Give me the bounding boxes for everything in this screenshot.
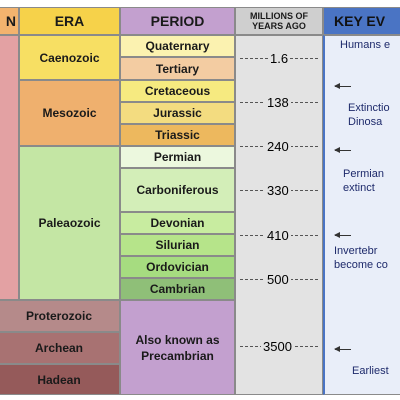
event-invertebrates-label: Invertebr become co [334,245,388,271]
period-tertiary: Tertiary [120,57,235,80]
mya-label: 410 [265,228,291,243]
mya-label: 240 [265,139,291,154]
arrow-left-icon [334,346,351,352]
era-proterozoic: Proterozoic [0,300,120,332]
period-header-label: PERIOD [150,13,205,29]
mya-label: 1.6 [268,51,291,66]
event-dinosaurs-label: Extinctio Dinosa [348,102,390,128]
event-invertebrates: Invertebr become co [334,244,400,272]
period-cambrian-label: Cambrian [149,282,206,296]
period-ordovician: Ordovician [120,256,235,278]
era-mesozoic: Mesozoic [19,80,120,146]
events-header-label: KEY EV [334,13,386,29]
era-header: ERA [19,7,120,35]
mya-header: MILLIONS OF YEARS AGO [235,7,323,35]
era-mesozoic-label: Mesozoic [42,106,97,120]
period-header: PERIOD [120,7,235,35]
period-triassic: Triassic [120,124,235,146]
period-ordovician-label: Ordovician [146,260,209,274]
era-hadean: Hadean [0,364,120,395]
period-jurassic-label: Jurassic [153,106,202,120]
era-header-label: ERA [54,13,85,29]
period-quaternary-label: Quaternary [145,39,210,53]
period-cambrian: Cambrian [120,278,235,300]
period-precambrian-label: Also known as Precambrian [135,332,220,363]
period-carboniferous-label: Carboniferous [136,183,219,197]
arrow-left-icon [334,232,351,238]
era-archean-label: Archean [34,341,84,355]
event-earliest-label: Earliest [352,365,389,377]
eon-phanerozoic-cell [0,35,19,300]
era-caenozoic: Caenozoic [19,35,120,80]
mya-label: 3500 [261,339,294,354]
eon-header-label: N [5,13,16,29]
arrow-left-icon [334,147,351,153]
period-devonian-label: Devonian [150,216,205,230]
era-hadean-label: Hadean [37,372,81,387]
period-precambrian: Also known as Precambrian [120,300,235,395]
eon-header: N [0,7,19,35]
event-permian-label: Permian extinct [343,168,384,194]
period-quaternary: Quaternary [120,35,235,57]
period-silurian: Silurian [120,234,235,256]
era-caenozoic-label: Caenozoic [39,50,100,65]
period-permian-label: Permian [153,150,202,164]
period-silurian-label: Silurian [155,238,200,252]
mya-label: 500 [265,272,291,287]
arrow-left-icon [334,83,351,89]
period-devonian: Devonian [120,212,235,234]
era-paleozoic: Paleaozoic [19,146,120,300]
period-jurassic: Jurassic [120,102,235,124]
period-triassic-label: Triassic [155,128,200,142]
mya-label: 330 [265,183,291,198]
mya-header-label: MILLIONS OF YEARS AGO [250,11,308,31]
event-dinosaurs: Extinctio Dinosa [348,101,400,129]
period-cretaceous: Cretaceous [120,80,235,102]
era-proterozoic-label: Proterozoic [25,309,92,323]
period-carboniferous: Carboniferous [120,168,235,212]
events-column [323,35,400,395]
event-humans-label: Humans e [340,39,391,51]
event-humans: Humans e [340,38,390,52]
events-header: KEY EV [323,7,400,35]
period-tertiary-label: Tertiary [155,61,200,76]
era-archean: Archean [0,332,120,364]
period-cretaceous-label: Cretaceous [144,84,211,98]
mya-label: 138 [265,95,291,110]
event-permian-extinction: Permian extinct [343,167,400,195]
period-permian: Permian [120,146,235,168]
era-paleozoic-label: Paleaozoic [38,216,101,230]
event-earliest: Earliest [352,364,389,378]
